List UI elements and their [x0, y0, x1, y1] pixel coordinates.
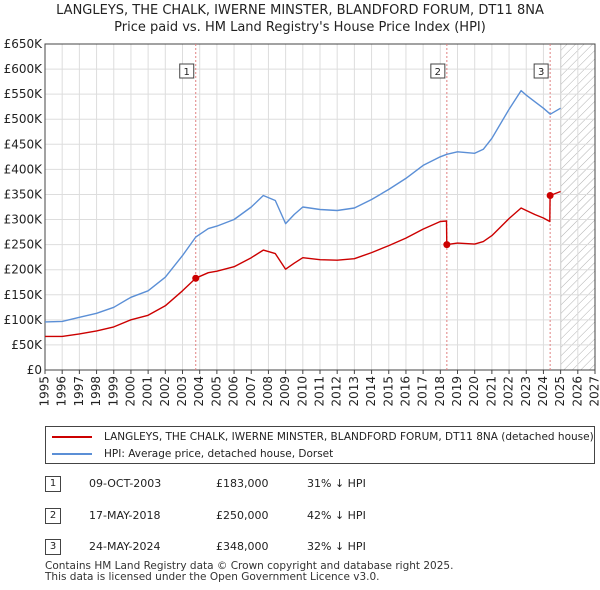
legend-label-hpi: HPI: Average price, detached house, Dors… [104, 448, 334, 460]
x-tick-label: 2015 [381, 376, 395, 407]
transaction-price: £348,000 [216, 540, 269, 553]
x-tick-label: 2012 [330, 376, 344, 407]
x-tick-label: 2009 [278, 376, 292, 407]
y-tick-label: £300K [4, 213, 44, 227]
transaction-marker-box [533, 63, 549, 79]
transaction-marker-label: 1 [184, 67, 190, 78]
chart-subtitle: Price paid vs. HM Land Registry's House … [114, 20, 486, 35]
x-tick-label: 2025 [553, 376, 567, 407]
x-tick-label: 2000 [123, 376, 137, 407]
transaction-marker-label: 2 [435, 67, 441, 78]
y-tick-label: £250K [4, 238, 44, 252]
legend: LANGLEYS, THE CHALK, IWERNE MINSTER, BLA… [45, 426, 595, 464]
x-tick-label: 2003 [175, 376, 189, 407]
x-tick-label: 1998 [89, 376, 103, 407]
transaction-row: 2 17-MAY-2018 £250,000 42% ↓ HPI [45, 506, 595, 526]
y-tick-label: £500K [4, 112, 44, 126]
y-tick-label: £150K [4, 288, 44, 302]
attribution: Contains HM Land Registry data © Crown c… [45, 561, 453, 583]
x-tick-label: 2017 [416, 376, 430, 407]
legend-item-hpi: HPI: Average price, detached house, Dors… [52, 446, 333, 462]
y-tick-label: £50K [11, 338, 43, 352]
x-tick-label: 2024 [536, 376, 550, 407]
y-tick-label: £550K [4, 87, 44, 101]
transaction-date: 09-OCT-2003 [89, 477, 162, 490]
y-tick-label: £200K [4, 263, 44, 277]
y-tick-label: £400K [4, 162, 44, 176]
x-tick-label: 2005 [209, 376, 223, 407]
x-tick-label: 2020 [467, 376, 481, 407]
transaction-number: 3 [45, 539, 61, 555]
x-tick-label: 2014 [364, 376, 378, 407]
x-tick-label: 2004 [192, 376, 206, 407]
transaction-price: £183,000 [216, 477, 269, 490]
price-chart: £0 £50K £100K £150K £200K £250K £300K £350K £400… [4, 37, 600, 407]
x-tick-label: 2018 [433, 376, 447, 407]
transaction-number: 2 [45, 508, 61, 524]
transaction-point [443, 241, 451, 249]
transaction-date: 17-MAY-2018 [89, 509, 161, 522]
transaction-price: £250,000 [216, 509, 269, 522]
x-tick-label: 2008 [261, 376, 275, 407]
x-tick-label: 2010 [295, 376, 309, 407]
x-tick-label: 2023 [519, 376, 533, 407]
x-tick-label: 2002 [158, 376, 172, 407]
transaction-hpi-diff: 31% ↓ HPI [307, 477, 366, 490]
plot-frame [44, 43, 596, 371]
x-tick-label: 1999 [106, 376, 120, 407]
x-tick-label: 2022 [502, 376, 516, 407]
transaction-row: 1 09-OCT-2003 £183,000 31% ↓ HPI [45, 474, 595, 494]
x-tick-label: 2007 [244, 376, 258, 407]
y-tick-label: £450K [4, 137, 44, 151]
legend-swatch-hpi [52, 453, 92, 455]
x-tick-label: 2021 [484, 376, 498, 407]
chart-title: LANGLEYS, THE CHALK, IWERNE MINSTER, BLA… [56, 3, 544, 18]
y-tick-label: £350K [4, 187, 44, 201]
x-tick-label: 2001 [141, 376, 155, 407]
y-tick-label: £100K [4, 313, 44, 327]
x-tick-label: 1997 [72, 376, 86, 407]
legend-swatch-property [52, 436, 92, 438]
y-tick-label: £650K [4, 37, 44, 51]
transaction-point [192, 274, 200, 282]
legend-item-property: LANGLEYS, THE CHALK, IWERNE MINSTER, BLA… [52, 429, 594, 445]
y-tick-label: £0 [27, 363, 42, 377]
transaction-point [546, 191, 554, 199]
y-tick-label: £600K [4, 62, 44, 76]
x-tick-label: 2006 [227, 376, 241, 407]
x-tick-label: 2026 [570, 376, 584, 407]
transaction-row: 3 24-MAY-2024 £348,000 32% ↓ HPI [45, 537, 595, 557]
property-series-line [45, 190, 561, 338]
attribution-line-2: This data is licensed under the Open Gov… [45, 571, 380, 583]
transaction-hpi-diff: 42% ↓ HPI [307, 509, 366, 522]
transaction-number: 1 [45, 476, 61, 492]
transaction-marker-box [430, 63, 446, 79]
transaction-marker-box [179, 63, 195, 79]
x-tick-label: 1995 [38, 376, 52, 407]
transaction-marker-label: 3 [538, 67, 544, 78]
transaction-date: 24-MAY-2024 [89, 540, 161, 553]
hpi-series-line [44, 89, 561, 323]
x-tick-label: 2016 [398, 376, 412, 407]
transaction-hpi-diff: 32% ↓ HPI [307, 540, 366, 553]
legend-label-property: LANGLEYS, THE CHALK, IWERNE MINSTER, BLA… [104, 431, 594, 443]
x-tick-label: 1996 [55, 376, 69, 407]
x-tick-label: 2013 [347, 376, 361, 407]
x-tick-label: 2011 [313, 376, 327, 407]
x-tick-label: 2019 [450, 376, 464, 407]
x-tick-label: 2027 [588, 376, 600, 407]
attribution-line-1: Contains HM Land Registry data © Crown c… [45, 560, 454, 572]
